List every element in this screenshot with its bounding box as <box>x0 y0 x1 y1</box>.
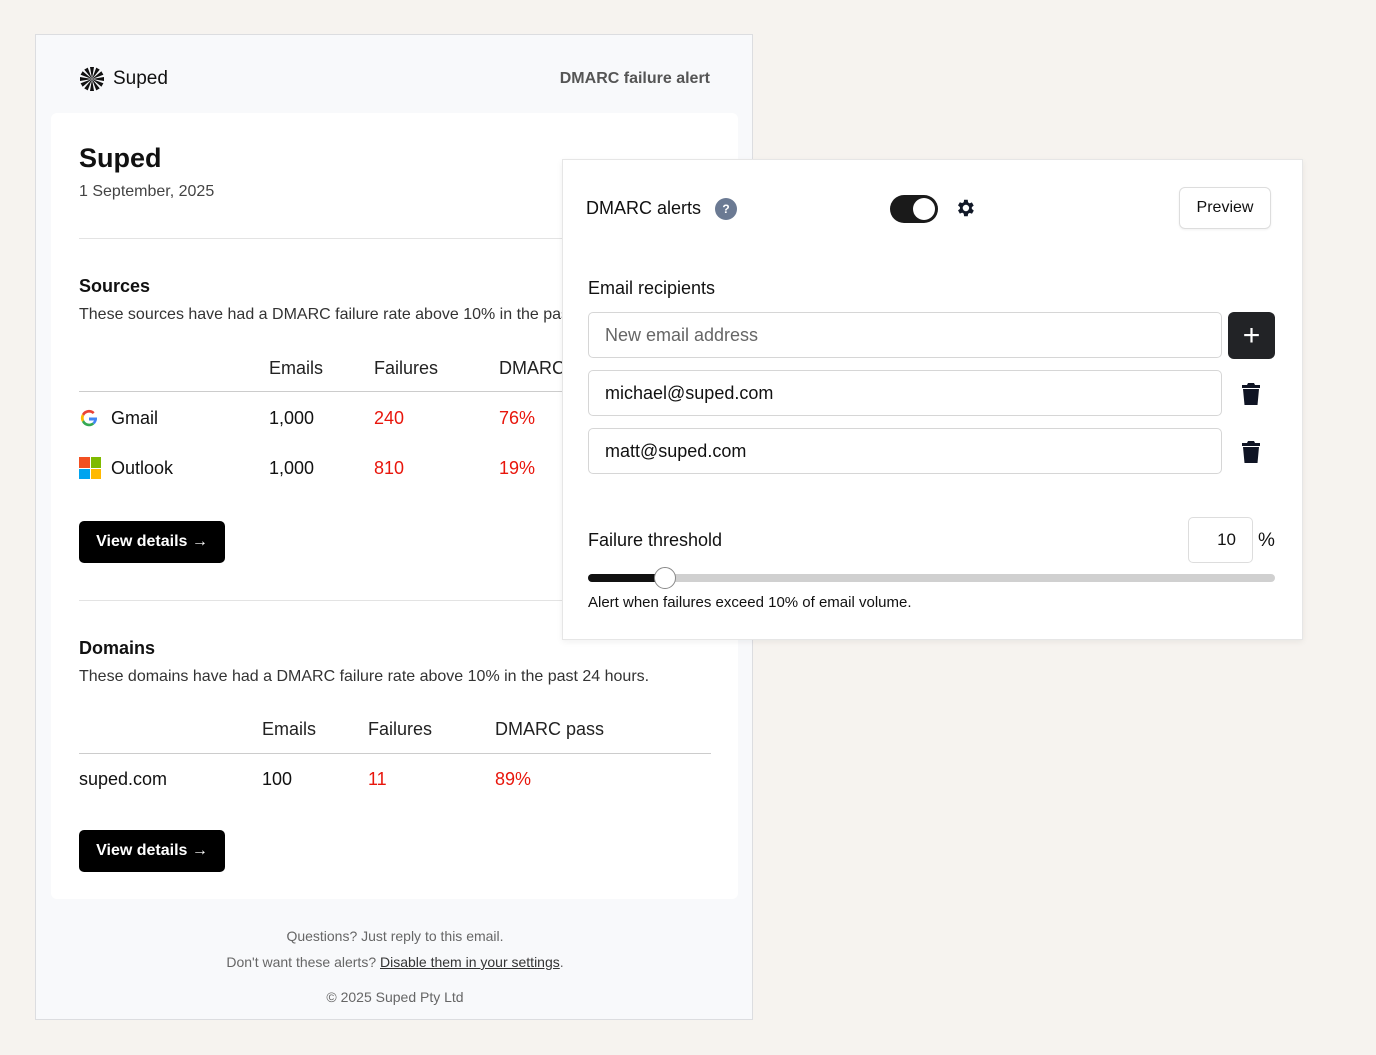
threshold-slider[interactable] <box>588 567 1275 589</box>
source-name: Gmail <box>111 408 159 428</box>
threshold-input[interactable]: 10 <box>1188 517 1253 563</box>
domain-emails: 100 <box>262 769 293 789</box>
domain-name: suped.com <box>79 769 168 789</box>
add-recipient-button[interactable]: + <box>1228 312 1275 359</box>
trash-icon[interactable] <box>1241 440 1261 464</box>
sources-heading: Sources <box>79 276 151 296</box>
gear-icon[interactable] <box>954 197 976 219</box>
source-failures: 810 <box>374 458 405 478</box>
threshold-unit: % <box>1258 530 1275 551</box>
divider <box>79 238 711 239</box>
source-emails: 1,000 <box>269 408 315 428</box>
source-emails: 1,000 <box>269 458 315 478</box>
source-name: Outlook <box>111 458 174 478</box>
col-emails: Emails <box>269 358 324 378</box>
view-domains-details-button[interactable]: View details → <box>79 830 225 872</box>
recipient-email[interactable]: matt@suped.com <box>588 428 1222 474</box>
email-title: Suped <box>79 143 162 173</box>
col-failures: Failures <box>374 358 439 378</box>
google-icon <box>79 408 99 428</box>
source-failures: 240 <box>374 408 405 428</box>
col-dmarc-pass: DMARC pass <box>495 719 605 739</box>
slider-handle[interactable] <box>653 567 676 589</box>
view-sources-details-button[interactable]: View details → <box>79 521 225 563</box>
divider <box>79 600 711 601</box>
plus-icon: + <box>1242 318 1261 352</box>
toggle-knob <box>913 198 935 220</box>
recipients-label: Email recipients <box>588 278 716 298</box>
recipient-email[interactable]: michael@suped.com <box>588 370 1222 416</box>
alert-title: DMARC failure alert <box>559 70 710 87</box>
threshold-note: Alert when failures exceed 10% of email … <box>588 594 912 611</box>
source-pass: 19% <box>499 458 536 478</box>
disable-suffix: . <box>559 954 564 970</box>
email-date: 1 September, 2025 <box>79 183 215 200</box>
microsoft-icon <box>79 457 101 479</box>
brand-logo: Suped <box>79 66 168 92</box>
source-pass: 76% <box>499 408 536 428</box>
col-emails: Emails <box>262 719 317 739</box>
brand-name: Suped <box>113 68 168 89</box>
dmarc-alerts-panel: DMARC alerts ? Preview Email recipients … <box>562 159 1303 640</box>
new-email-input[interactable]: New email address <box>588 312 1222 358</box>
domains-heading: Domains <box>79 638 156 658</box>
sources-description: These sources have had a DMARC failure r… <box>79 306 645 323</box>
trash-icon[interactable] <box>1241 382 1261 406</box>
slider-fill <box>588 574 665 582</box>
col-failures: Failures <box>368 719 433 739</box>
footer-question: Questions? Just reply to this email. <box>286 928 504 944</box>
table-divider <box>79 753 711 754</box>
disable-prefix: Don't want these alerts? <box>226 954 380 970</box>
domain-pass: 89% <box>495 769 532 789</box>
suped-logo-icon <box>80 67 104 91</box>
alerts-toggle[interactable] <box>890 195 938 223</box>
domains-description: These domains have had a DMARC failure r… <box>79 668 650 685</box>
panel-title: DMARC alerts <box>586 198 702 218</box>
footer-disable: Don't want these alerts? Disable them in… <box>36 954 754 970</box>
help-icon[interactable]: ? <box>715 198 737 220</box>
domain-failures: 11 <box>368 769 387 789</box>
threshold-label: Failure threshold <box>588 530 723 550</box>
table-divider <box>79 391 711 392</box>
footer-copyright: © 2025 Suped Pty Ltd <box>326 989 464 1005</box>
disable-settings-link[interactable]: Disable them in your settings <box>380 954 560 970</box>
preview-button[interactable]: Preview <box>1179 187 1271 229</box>
